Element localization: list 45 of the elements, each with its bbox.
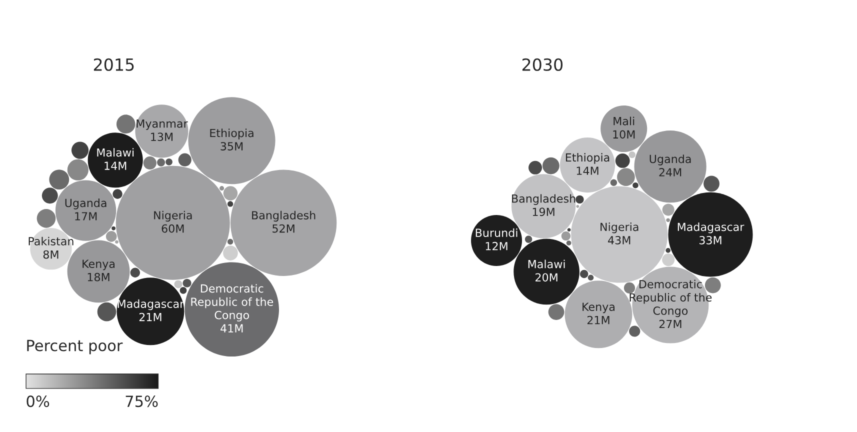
- data-label: 21M: [587, 316, 610, 324]
- category-label: Madagascar: [678, 222, 744, 234]
- category-label: Uganda: [650, 154, 691, 166]
- category-label: Uganda: [65, 198, 106, 210]
- data-label: 13M: [151, 132, 172, 142]
- category-label: Nigeria: [154, 210, 192, 222]
- category-label: Malawi: [528, 260, 565, 268]
- data-label: 19M: [532, 208, 554, 216]
- category-label: Bangladesh: [252, 210, 316, 222]
- data-label: 20M: [536, 273, 558, 282]
- category-label: Kenya: [582, 302, 614, 314]
- data-label: 60M: [162, 224, 184, 233]
- category-label: Ethiopia: [210, 128, 254, 140]
- data-label: 35M: [220, 142, 243, 150]
- data-label: 41M: [220, 324, 243, 332]
- data-label: 14M: [104, 162, 126, 170]
- data-label: 27M: [659, 320, 682, 328]
- data-label: 14M: [576, 166, 598, 175]
- color-bar-title: Percent poor: [27, 340, 123, 354]
- data-label: 52M: [272, 224, 294, 233]
- data-label: 10M: [613, 130, 635, 139]
- category-label: Nigeria: [600, 222, 638, 234]
- category-label: Ethiopia: [566, 153, 610, 164]
- data-label: 8M: [43, 250, 58, 259]
- data-label: 18M: [88, 272, 110, 282]
- category-label: Malawi: [97, 148, 134, 157]
- category-label: Kenya: [82, 260, 115, 270]
- category-label: Madagascar: [118, 299, 184, 310]
- category-label: Myanmar: [136, 119, 188, 130]
- data-label: 24M: [659, 168, 682, 176]
- data-label: 43M: [608, 236, 630, 244]
- data-label: 17M: [75, 212, 97, 220]
- text: 2015: [94, 58, 134, 71]
- data-label: 33M: [699, 236, 722, 244]
- text: 2030: [522, 58, 563, 71]
- data-label: 21M: [139, 312, 162, 322]
- category-label: Burundi: [476, 228, 518, 238]
- category-label: Democratic Republic of the Congo: [630, 280, 712, 318]
- data-label: 12M: [486, 242, 508, 250]
- category-label: Mali: [614, 116, 634, 126]
- category-label: Pakistan: [28, 236, 74, 246]
- category-label: Bangladesh: [512, 194, 576, 205]
- text: 0%: [26, 396, 50, 408]
- category-label: Democratic Republic of the Congo: [191, 284, 274, 322]
- text: 75%: [126, 396, 158, 408]
